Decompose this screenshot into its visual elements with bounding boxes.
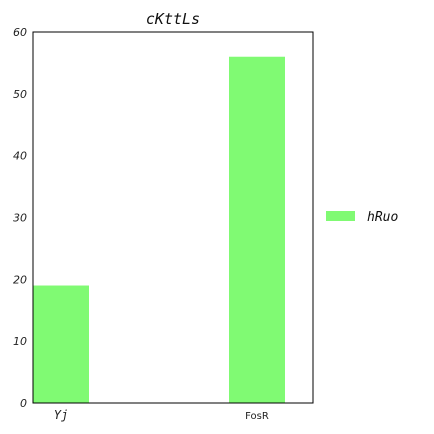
bars-group [33, 57, 285, 403]
bar-yj [33, 286, 89, 403]
x-axis-ticks: Yj FosR [54, 408, 269, 422]
y-tick-label: 50 [13, 88, 27, 101]
bar-fosr [229, 57, 285, 403]
y-tick-label: 40 [13, 150, 27, 163]
y-tick-label: 30 [13, 212, 27, 225]
y-axis-ticks: 0 10 20 30 40 50 60 [13, 26, 27, 410]
x-tick-label-fosr: FosR [245, 411, 269, 422]
y-tick-label: 20 [13, 273, 27, 286]
legend-label-hruo: hRuo [367, 210, 398, 225]
legend: hRuo [326, 210, 398, 225]
y-tick-label: 10 [13, 335, 27, 348]
x-tick-label-yj: Yj [54, 408, 68, 422]
legend-swatch-hruo [326, 211, 355, 221]
y-tick-label: 60 [13, 26, 27, 39]
y-tick-label: 0 [20, 397, 27, 410]
chart-title: cKttLs [146, 10, 200, 28]
